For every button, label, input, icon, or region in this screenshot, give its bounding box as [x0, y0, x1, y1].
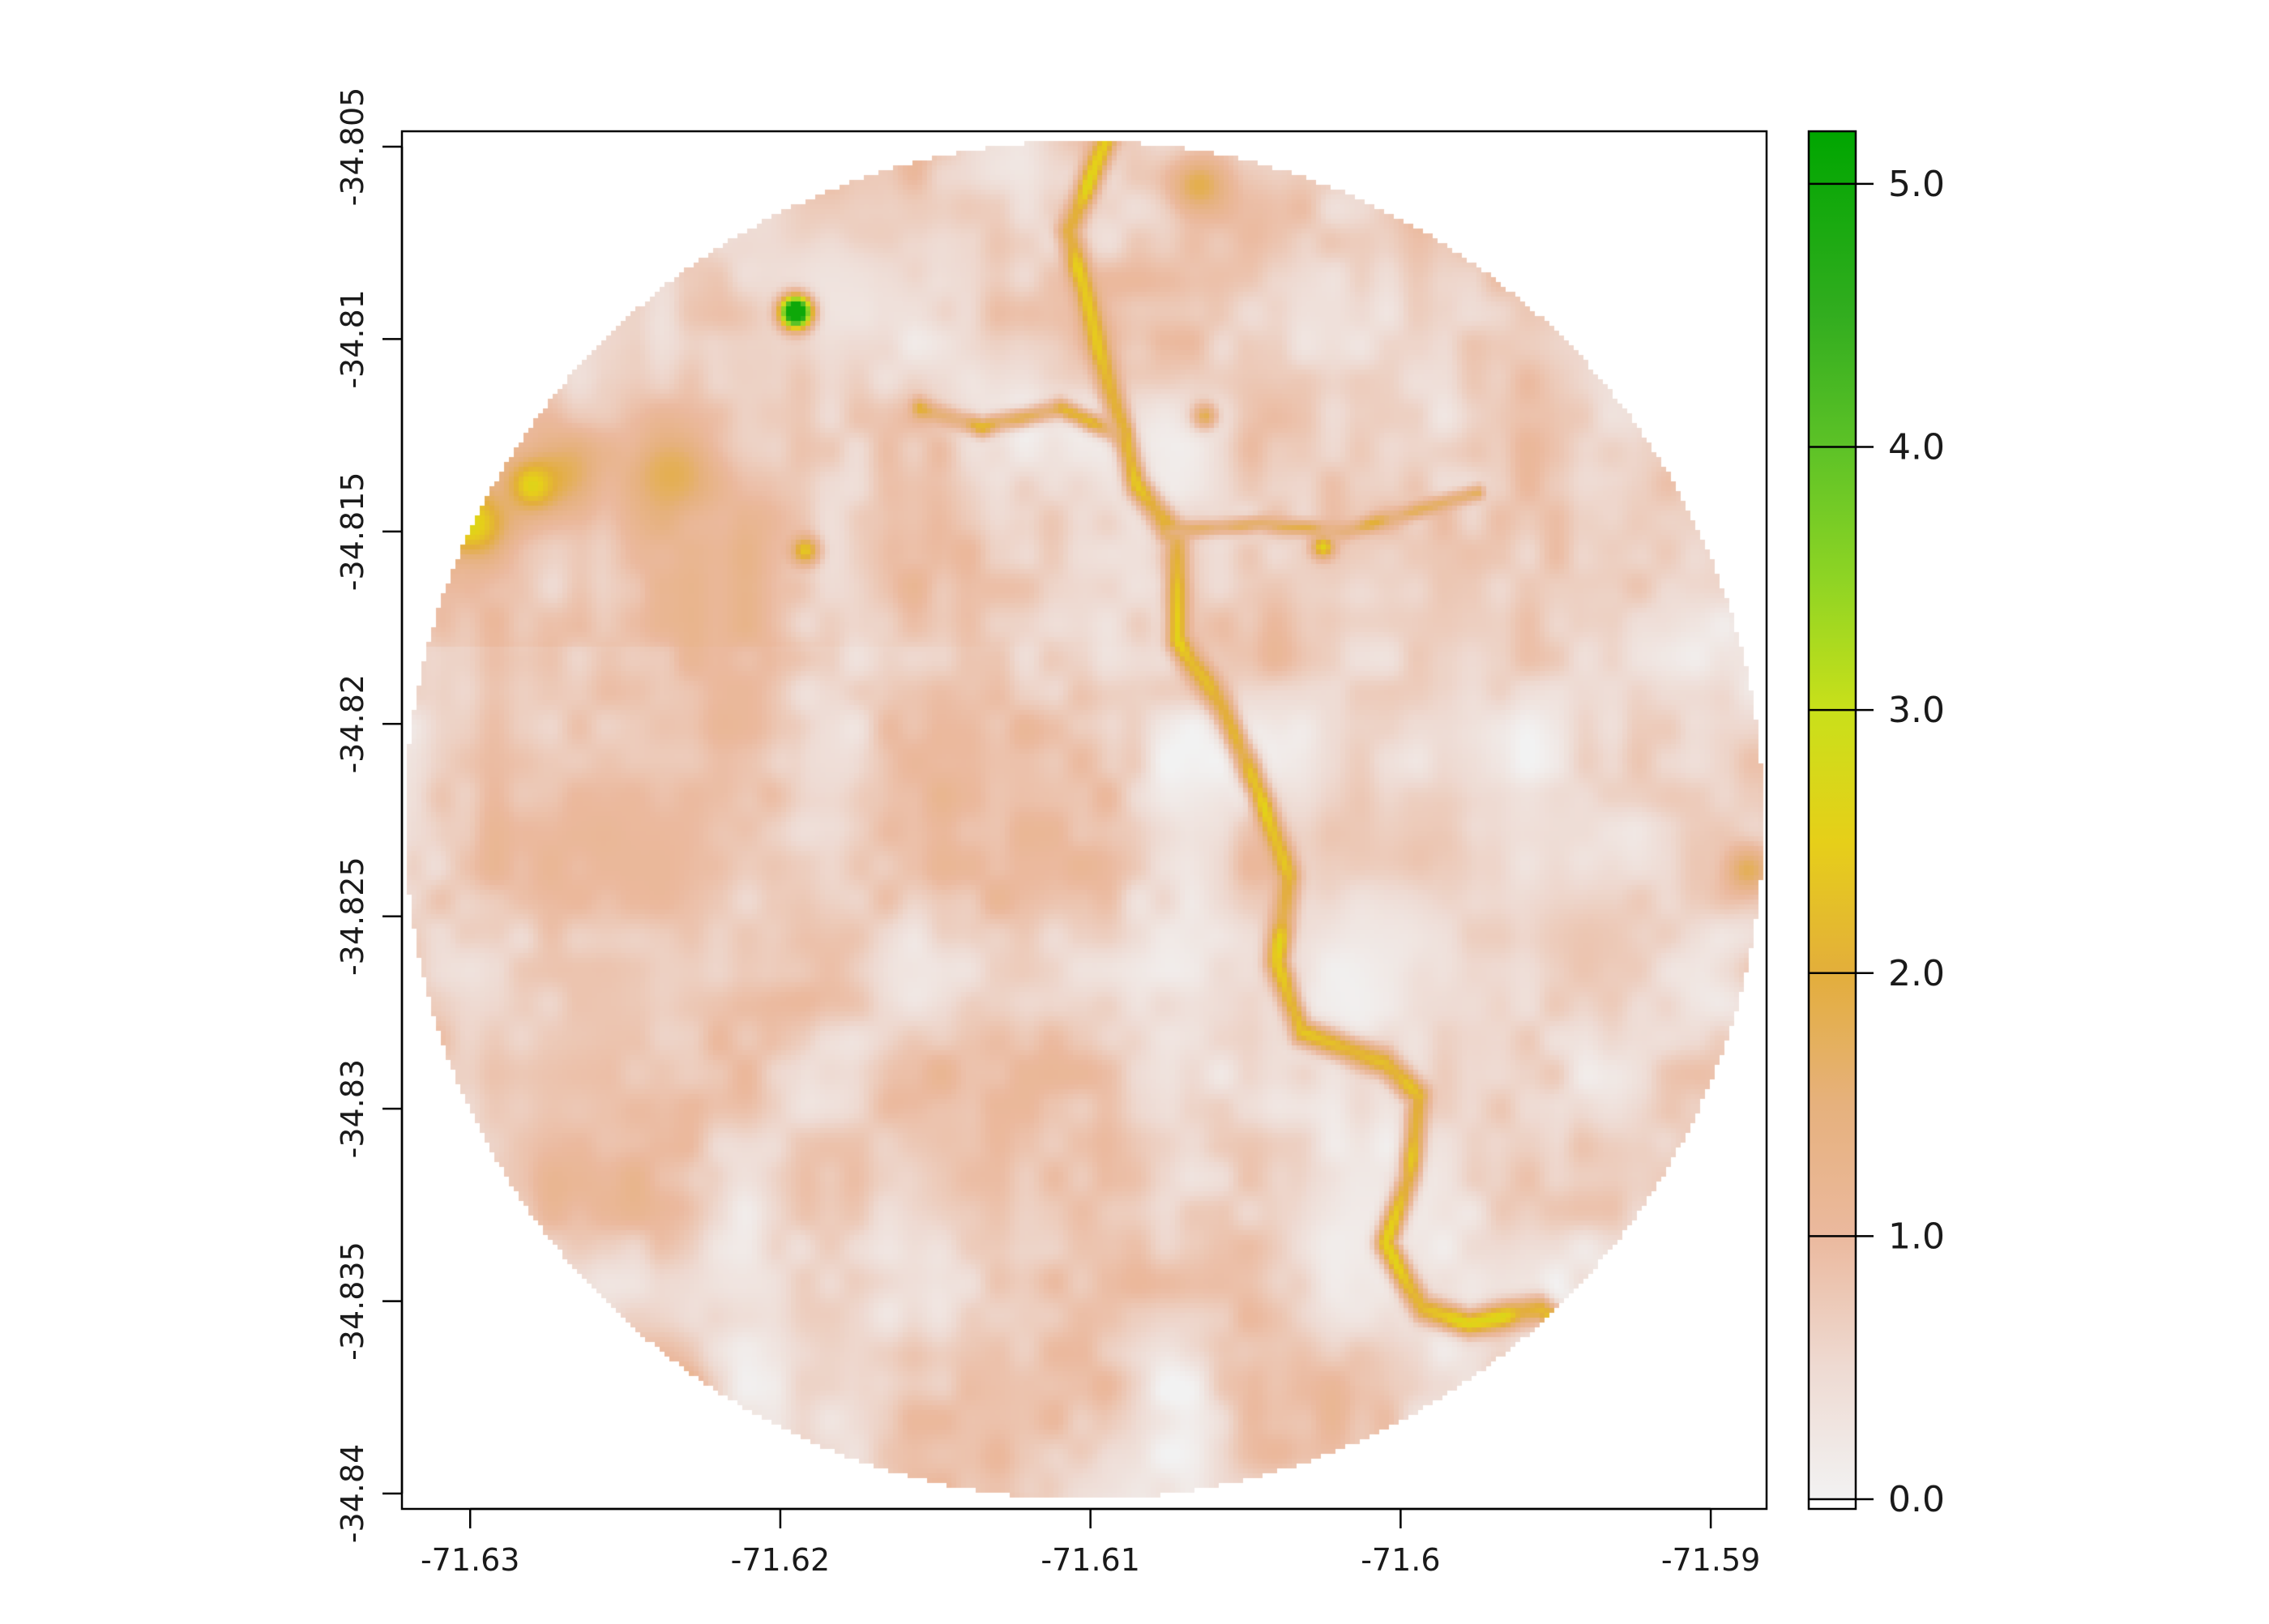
y-tick-label: -34.84 [335, 1444, 370, 1544]
y-tick-label: -34.82 [335, 674, 370, 774]
x-tick-label: -71.59 [1661, 1542, 1761, 1578]
color-legend: 0.0 1.0 2.0 3.0 4.0 5.0 [1809, 131, 1945, 1520]
y-axis: -34.805 -34.81 -34.815 -34.82 -34.825 -34.83 -… [335, 88, 402, 1544]
x-tick-label: -71.63 [421, 1542, 520, 1578]
x-tick-label: -71.61 [1040, 1542, 1140, 1578]
legend-tick-label: 3.0 [1888, 690, 1945, 731]
raster-image [402, 131, 1767, 1509]
x-tick-label: -71.6 [1361, 1542, 1440, 1578]
legend-tick-label: 2.0 [1888, 953, 1945, 994]
y-tick-label: -34.805 [335, 88, 370, 207]
legend-tick-label: 4.0 [1888, 427, 1945, 468]
x-axis: -71.63 -71.62 -71.61 -71.6 -71.59 [421, 1509, 1760, 1578]
legend-tick-label: 5.0 [1888, 164, 1945, 205]
x-tick-label: -71.62 [731, 1542, 831, 1578]
y-tick-label: -34.835 [335, 1242, 370, 1361]
y-tick-label: -34.825 [335, 857, 370, 976]
y-tick-label: -34.815 [335, 472, 370, 592]
legend-color-bar [1809, 131, 1856, 1499]
y-tick-label: -34.81 [335, 289, 370, 389]
y-tick-label: -34.83 [335, 1059, 370, 1159]
raster-layer [402, 131, 1767, 1509]
legend-tick-label: 0.0 [1888, 1479, 1945, 1520]
legend-tick-label: 1.0 [1888, 1216, 1945, 1257]
